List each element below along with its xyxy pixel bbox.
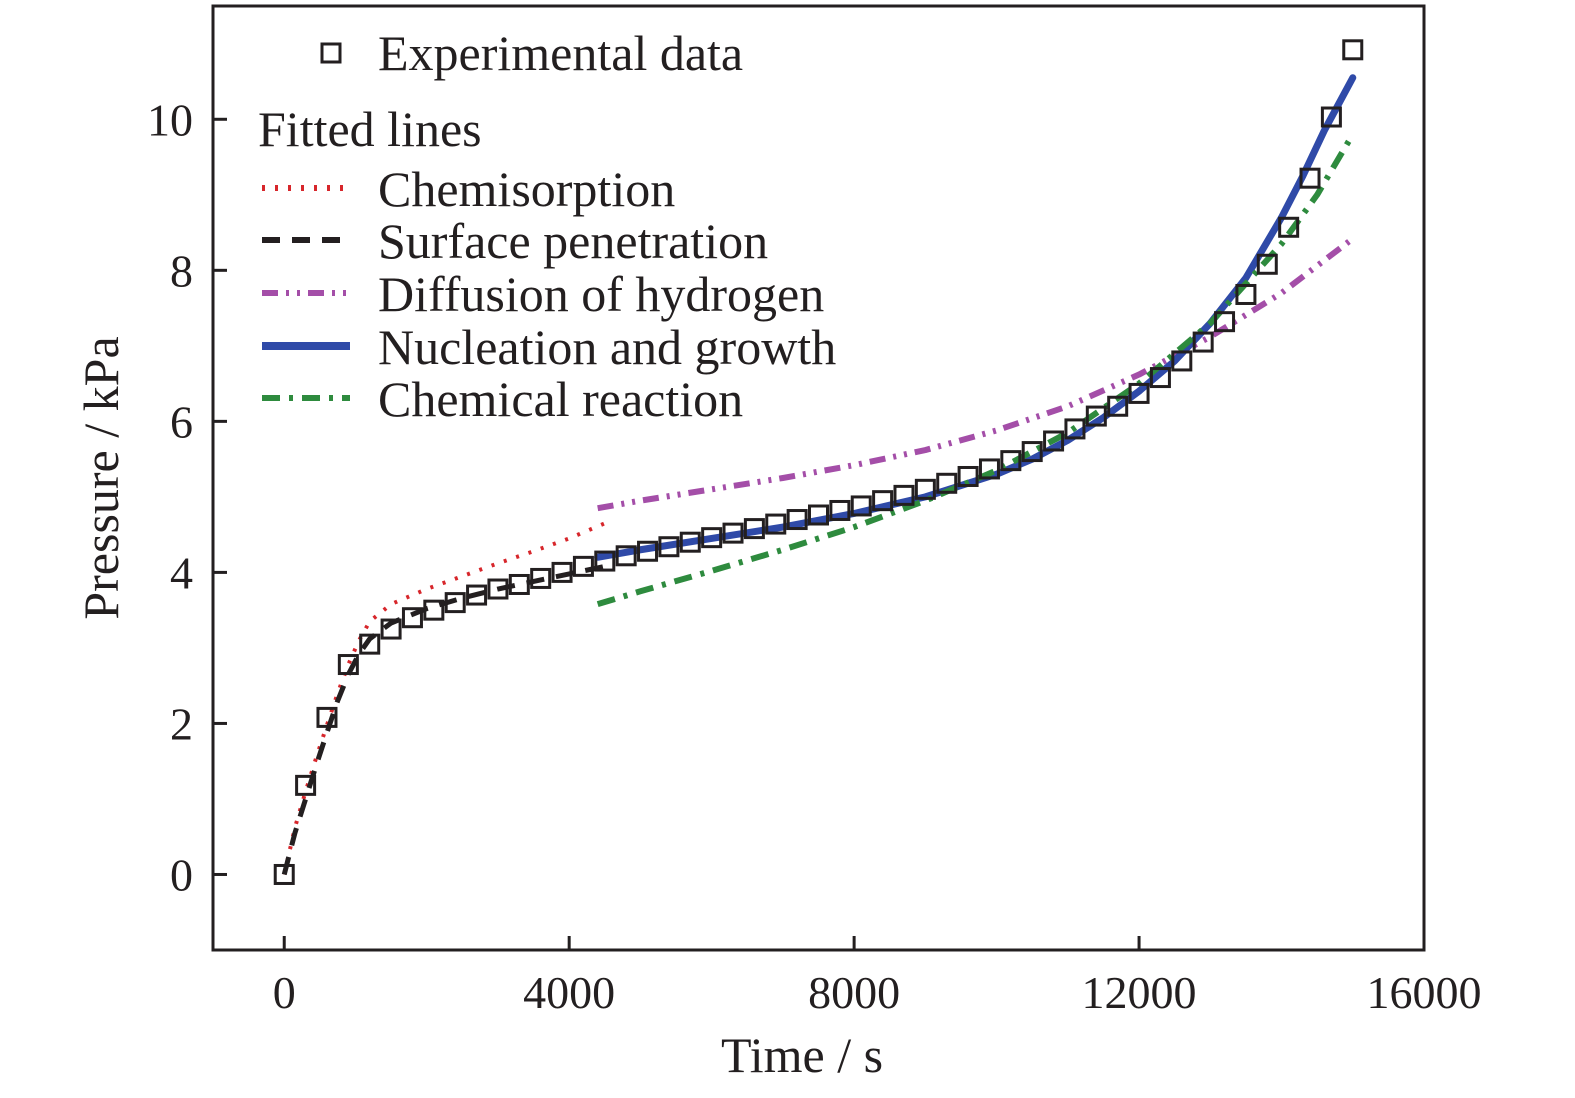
series-line-nucleation-and-growth: [594, 74, 1357, 561]
legend-label: Diffusion of hydrogen: [378, 266, 824, 322]
data-point: [487, 578, 509, 600]
series-line-chemical-reaction: [596, 132, 1356, 607]
y-axis-ticks: 0 2 4 6 8 10: [147, 94, 227, 900]
data-point: [957, 465, 979, 487]
data-point: [637, 540, 659, 562]
experimental-markers: [273, 39, 1364, 885]
x-axis-ticks: 0 4000 8000 12000 16000: [273, 936, 1482, 1018]
data-point: [1107, 395, 1129, 417]
data-point: [1149, 367, 1171, 389]
data-point: [722, 522, 744, 544]
data-point: [572, 555, 594, 577]
data-point: [359, 633, 381, 655]
data-point: [1214, 311, 1236, 333]
data-point: [978, 458, 1000, 480]
data-point: [1278, 216, 1300, 238]
data-point: [273, 863, 295, 885]
data-point: [1299, 167, 1321, 189]
legend: Experimental data Fitted linesChemisorpti…: [258, 25, 836, 427]
data-point: [850, 495, 872, 517]
data-point: [466, 584, 488, 606]
legend-marker-experimental: [320, 42, 342, 64]
legend-label: Surface penetration: [378, 213, 768, 269]
data-point: [1128, 382, 1150, 404]
data-point: [337, 654, 359, 676]
data-point: [1000, 450, 1022, 472]
data-point: [380, 618, 402, 640]
y-tick-label: 8: [170, 245, 193, 296]
y-axis-title: Pressure / kPa: [73, 336, 129, 619]
y-tick-label: 2: [170, 698, 193, 749]
legend-label-experimental: Experimental data: [378, 25, 743, 81]
data-point: [893, 484, 915, 506]
data-point: [1342, 39, 1364, 61]
data-point: [444, 592, 466, 614]
y-tick-label: 6: [170, 396, 193, 447]
x-tick-label: 16000: [1367, 967, 1482, 1018]
x-tick-label: 12000: [1082, 967, 1197, 1018]
data-point: [508, 573, 530, 595]
legend-label: Nucleation and growth: [378, 319, 836, 375]
data-point: [872, 490, 894, 512]
data-point: [551, 561, 573, 583]
data-point: [808, 504, 829, 526]
data-point: [1171, 350, 1193, 372]
data-point: [1320, 106, 1342, 128]
data-point: [1192, 331, 1214, 353]
data-point: [401, 607, 423, 629]
x-axis-title: Time / s: [721, 1027, 883, 1083]
data-point: [1256, 253, 1278, 275]
y-tick-label: 10: [147, 94, 193, 145]
series-line-surface-penetration: [281, 563, 606, 876]
data-point: [1021, 441, 1043, 463]
data-point: [743, 518, 765, 540]
x-tick-label: 0: [273, 967, 296, 1018]
data-point: [1085, 405, 1107, 427]
data-point: [765, 513, 787, 535]
data-point: [658, 536, 680, 558]
legend-label: Chemical reaction: [378, 371, 743, 427]
data-point: [615, 545, 637, 567]
y-tick-label: 4: [170, 547, 193, 598]
data-point: [316, 706, 338, 728]
legend-label: Chemisorption: [378, 161, 675, 217]
x-tick-label: 4000: [523, 967, 615, 1018]
y-tick-label: 0: [170, 849, 193, 900]
plot-frame: [211, 4, 1426, 952]
data-point: [679, 531, 701, 553]
x-tick-label: 8000: [808, 967, 900, 1018]
legend-heading: Fitted lines: [258, 101, 482, 157]
data-point: [594, 550, 616, 572]
data-point: [1064, 418, 1086, 440]
data-point: [530, 567, 552, 589]
data-point: [786, 509, 808, 531]
data-point: [1043, 430, 1065, 452]
data-point: [829, 499, 851, 521]
data-point: [295, 774, 317, 796]
data-point: [936, 472, 958, 494]
data-point: [423, 599, 445, 621]
data-point: [701, 527, 723, 549]
data-point: [914, 478, 936, 500]
data-point: [1235, 283, 1257, 305]
